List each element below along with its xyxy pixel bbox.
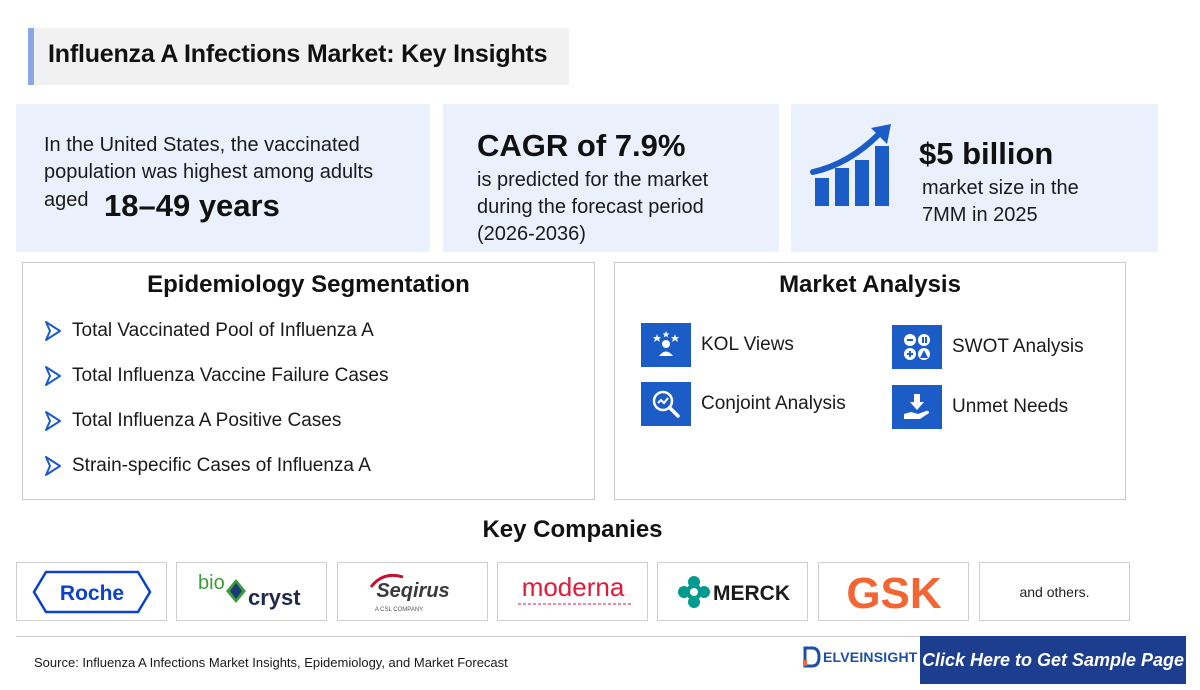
chevron-right-icon [45, 456, 61, 476]
market-analysis-title: Market Analysis [779, 271, 961, 298]
epidemiology-item: Total Influenza A Positive Cases [43, 409, 341, 433]
chevron-right-icon [45, 366, 61, 386]
kol-views-icon [641, 323, 691, 367]
gsk-wordmark: GSK [846, 570, 942, 614]
logo-roche: Roche [16, 562, 167, 621]
epidemiology-panel: Epidemiology Segmentation Total Vaccinat… [22, 262, 595, 500]
page-title: Influenza A Infections Market: Key Insig… [48, 40, 548, 68]
market-analysis-item-label: Conjoint Analysis [701, 393, 846, 414]
moderna-wordmark: moderna [521, 572, 624, 602]
epidemiology-item-label: Total Vaccinated Pool of Influenza A [72, 320, 374, 341]
seqirus-subtitle: A CSL COMPANY [374, 607, 422, 613]
market-analysis-item-swot: SWOT Analysis [892, 325, 1084, 369]
logo-others: and others. [979, 562, 1130, 621]
cagr-highlight: CAGR of 7.9% [477, 128, 686, 163]
cagr-text: is predicted for the market during the f… [477, 169, 709, 245]
vaccinated-aged-text: aged [44, 189, 89, 211]
logo-gsk: GSK [818, 562, 969, 621]
biocryst-wordmark-cryst: cryst [248, 585, 301, 610]
epidemiology-item: Total Vaccinated Pool of Influenza A [43, 319, 374, 343]
footer-divider [16, 636, 1184, 637]
epidemiology-item-label: Total Influenza Vaccine Failure Cases [72, 365, 389, 386]
others-text: and others. [1019, 583, 1090, 600]
brand-logo: ELVEINSIGHT [803, 646, 918, 668]
conjoint-analysis-icon [641, 382, 691, 426]
swot-icon [892, 325, 942, 369]
unmet-needs-icon [892, 385, 942, 429]
market-size-highlight: $5 billion [919, 136, 1054, 171]
merck-wordmark: MERCK [713, 582, 790, 605]
growth-chart-icon [810, 124, 891, 206]
chevron-right-icon [45, 321, 61, 341]
market-analysis-item-conjoint: Conjoint Analysis [641, 382, 846, 426]
market-analysis-panel: Market Analysis KOL Views SWOT Analysis … [614, 262, 1126, 500]
vaccinated-text: In the United States, the vaccinated pop… [44, 134, 374, 183]
stat-card-cagr: CAGR of 7.9% is predicted for the market… [443, 104, 779, 252]
epidemiology-item-label: Strain-specific Cases of Influenza A [72, 455, 371, 476]
market-analysis-item-label: Unmet Needs [952, 396, 1069, 417]
sample-page-button[interactable]: Click Here to Get Sample Page [920, 636, 1186, 684]
stat-card-market-size: $5 billion market size in the 7MM in 202… [791, 104, 1158, 252]
source-text: Source: Influenza A Infections Market In… [34, 655, 508, 670]
logo-biocryst: bio cryst [176, 562, 327, 621]
chevron-right-icon [45, 411, 61, 431]
logo-moderna: moderna [497, 562, 648, 621]
epidemiology-item: Total Influenza Vaccine Failure Cases [43, 364, 388, 388]
market-size-text: market size in the 7MM in 2025 [922, 177, 1079, 226]
epidemiology-item-label: Total Influenza A Positive Cases [72, 410, 342, 431]
stat-card-vaccinated: In the United States, the vaccinated pop… [16, 104, 430, 252]
seqirus-wordmark: Seqirus [376, 580, 449, 602]
epidemiology-item: Strain-specific Cases of Influenza A [43, 454, 371, 478]
epidemiology-title: Epidemiology Segmentation [147, 271, 470, 298]
vaccinated-highlight: 18–49 years [104, 188, 280, 223]
logo-merck: MERCK [657, 562, 808, 621]
brand-name: ELVEINSIGHT [823, 649, 918, 665]
logo-seqirus: Seqirus A CSL COMPANY [337, 562, 488, 621]
market-analysis-item-label: KOL Views [701, 334, 794, 355]
market-analysis-item-label: SWOT Analysis [952, 336, 1084, 357]
market-analysis-item-kol: KOL Views [641, 323, 794, 367]
delveinsight-d-icon [803, 646, 821, 668]
title-banner: Influenza A Infections Market: Key Insig… [28, 28, 569, 85]
roche-wordmark: Roche [59, 582, 123, 605]
market-analysis-item-unmet: Unmet Needs [892, 385, 1068, 429]
key-companies-title: Key Companies [482, 516, 663, 543]
biocryst-wordmark-bio: bio [198, 572, 225, 594]
